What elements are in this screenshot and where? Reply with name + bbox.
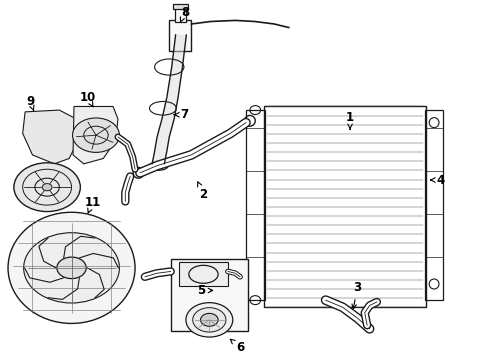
- Circle shape: [42, 184, 52, 191]
- Text: 5: 5: [197, 284, 213, 297]
- Bar: [425, 110, 443, 300]
- Text: 10: 10: [79, 91, 96, 107]
- Polygon shape: [162, 98, 178, 119]
- Circle shape: [186, 303, 233, 337]
- Polygon shape: [73, 107, 118, 164]
- Polygon shape: [157, 119, 174, 137]
- Circle shape: [24, 233, 120, 303]
- Bar: [171, 259, 248, 330]
- Polygon shape: [155, 137, 169, 151]
- Ellipse shape: [8, 212, 135, 323]
- Text: 3: 3: [352, 281, 362, 309]
- Text: 6: 6: [230, 339, 244, 354]
- Text: 7: 7: [174, 108, 188, 121]
- Polygon shape: [152, 151, 167, 164]
- Circle shape: [57, 257, 86, 279]
- Text: 11: 11: [84, 196, 100, 213]
- Text: 9: 9: [26, 95, 34, 111]
- Bar: [169, 21, 191, 51]
- Bar: [264, 107, 426, 307]
- Text: 4: 4: [430, 174, 444, 186]
- Bar: [174, 8, 186, 22]
- Bar: [179, 262, 228, 286]
- Bar: [172, 4, 188, 9]
- Circle shape: [200, 314, 218, 326]
- Text: 2: 2: [197, 182, 208, 201]
- Polygon shape: [23, 110, 76, 164]
- Text: 8: 8: [180, 6, 189, 22]
- Bar: [246, 110, 265, 300]
- Circle shape: [193, 308, 226, 332]
- Polygon shape: [167, 67, 182, 98]
- Circle shape: [14, 163, 80, 212]
- Circle shape: [73, 118, 120, 152]
- Text: 1: 1: [346, 111, 354, 129]
- Polygon shape: [172, 35, 186, 67]
